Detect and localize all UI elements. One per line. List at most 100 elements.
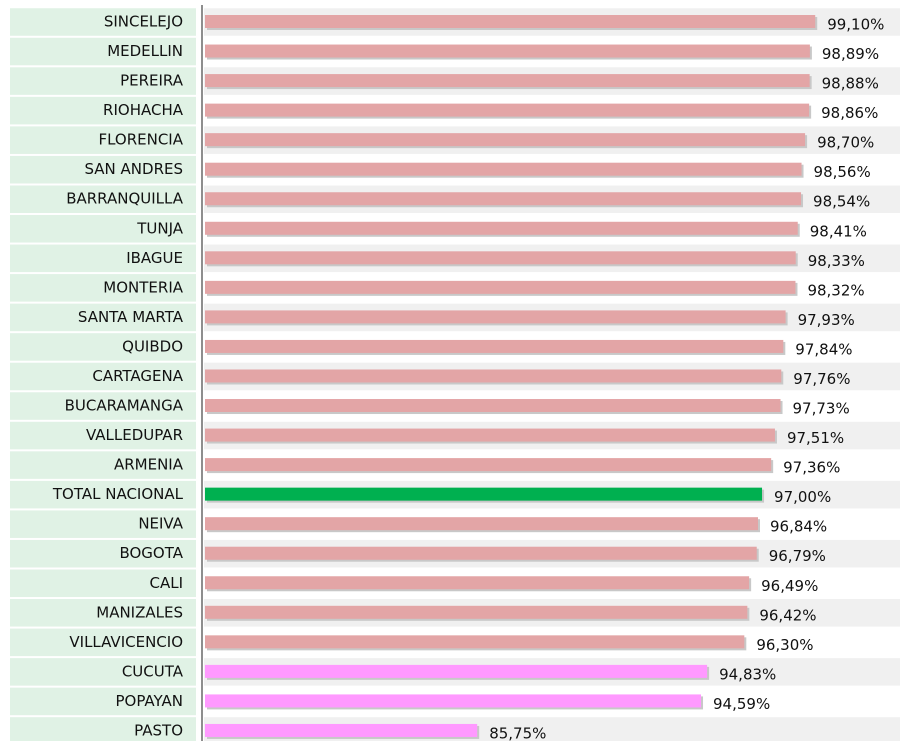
label-cell [10,303,196,332]
label-cell [10,569,196,598]
category-label: FLORENCIA [98,131,183,149]
label-cell [10,362,196,391]
label-cell [10,480,196,509]
bar [205,103,810,117]
value-label: 96,79% [769,547,826,565]
category-label: BARRANQUILLA [66,190,184,208]
bar [205,369,782,383]
category-label: CARTAGENA [92,367,183,385]
bar [205,576,750,590]
value-label: 97,00% [774,488,831,506]
category-label: BOGOTA [119,544,183,562]
value-label: 98,89% [822,45,879,63]
value-label: 98,70% [817,134,874,152]
category-label: MONTERIA [103,278,183,296]
bar [205,458,772,472]
bar [205,280,796,294]
label-cell [10,658,196,686]
category-label: RIOHACHA [103,101,184,119]
category-label: QUIBDO [122,337,183,355]
bar [205,517,758,531]
label-cell [10,392,196,420]
value-label: 98,33% [808,252,865,270]
label-cell [10,155,196,184]
value-label: 98,41% [810,222,867,240]
category-label: VILLAVICENCIO [69,633,183,651]
label-cell [10,67,196,95]
value-label: 97,36% [783,459,840,477]
value-label: 98,32% [807,281,864,299]
label-cell [10,8,196,36]
value-label: 99,10% [827,16,884,34]
bar [205,605,748,619]
value-label: 98,86% [821,104,878,122]
category-label: MANIZALES [96,603,183,621]
category-label: PEREIRA [120,72,184,90]
category-label: SINCELEJO [104,13,183,31]
label-cell [10,687,196,716]
label-cell [10,333,196,361]
bar [205,162,802,176]
bar [205,546,757,560]
category-label: SAN ANDRES [84,160,183,178]
bar [205,487,763,501]
category-label: BUCARAMANGA [65,397,184,415]
value-label: 96,42% [759,606,816,624]
category-label: NEIVA [138,515,183,533]
value-label: 97,73% [793,400,850,418]
value-label: 98,88% [822,75,879,93]
label-cell [10,599,196,627]
bar [205,251,796,265]
bar [205,310,786,324]
value-label: 85,75% [489,724,546,741]
label-cell [10,37,196,66]
label-cell [10,126,196,154]
bar [205,399,781,413]
category-label: CALI [149,574,183,592]
bar [205,694,702,708]
category-label: IBAGUE [126,249,183,267]
category-label: VALLEDUPAR [86,426,183,444]
category-label: SANTA MARTA [78,308,184,326]
label-cell [10,717,196,745]
value-label: 97,84% [795,340,852,358]
value-label: 97,93% [798,311,855,329]
label-cell [10,274,196,302]
category-label: TOTAL NACIONAL [52,485,184,503]
category-label: MEDELLIN [107,42,183,60]
category-label: PASTO [134,721,183,739]
bar [205,74,810,88]
value-label: 94,59% [713,695,770,713]
category-label: TUNJA [136,219,184,237]
bar [205,15,816,28]
label-cell [10,421,196,450]
value-label: 97,76% [793,370,850,388]
value-label: 98,56% [814,163,871,181]
label-cell [10,215,196,243]
bar [205,339,784,353]
bar [205,192,802,206]
label-cell [10,628,196,657]
bar [205,133,806,147]
bar [205,664,708,678]
value-label: 96,49% [761,577,818,595]
label-cell [10,244,196,273]
value-label: 96,30% [756,636,813,654]
category-label: POPAYAN [115,692,183,710]
bar [205,635,745,649]
label-cell [10,451,196,479]
value-label: 98,54% [813,193,870,211]
label-cell [10,510,196,538]
category-label: ARMENIA [114,456,184,474]
value-label: 96,84% [770,518,827,536]
bar [205,723,478,737]
label-cell [10,96,196,125]
value-label: 97,51% [787,429,844,447]
bar [205,428,775,442]
value-label: 94,83% [719,665,776,683]
bar [205,44,810,58]
label-cell [10,185,196,214]
label-cell [10,539,196,568]
bar [205,221,798,235]
